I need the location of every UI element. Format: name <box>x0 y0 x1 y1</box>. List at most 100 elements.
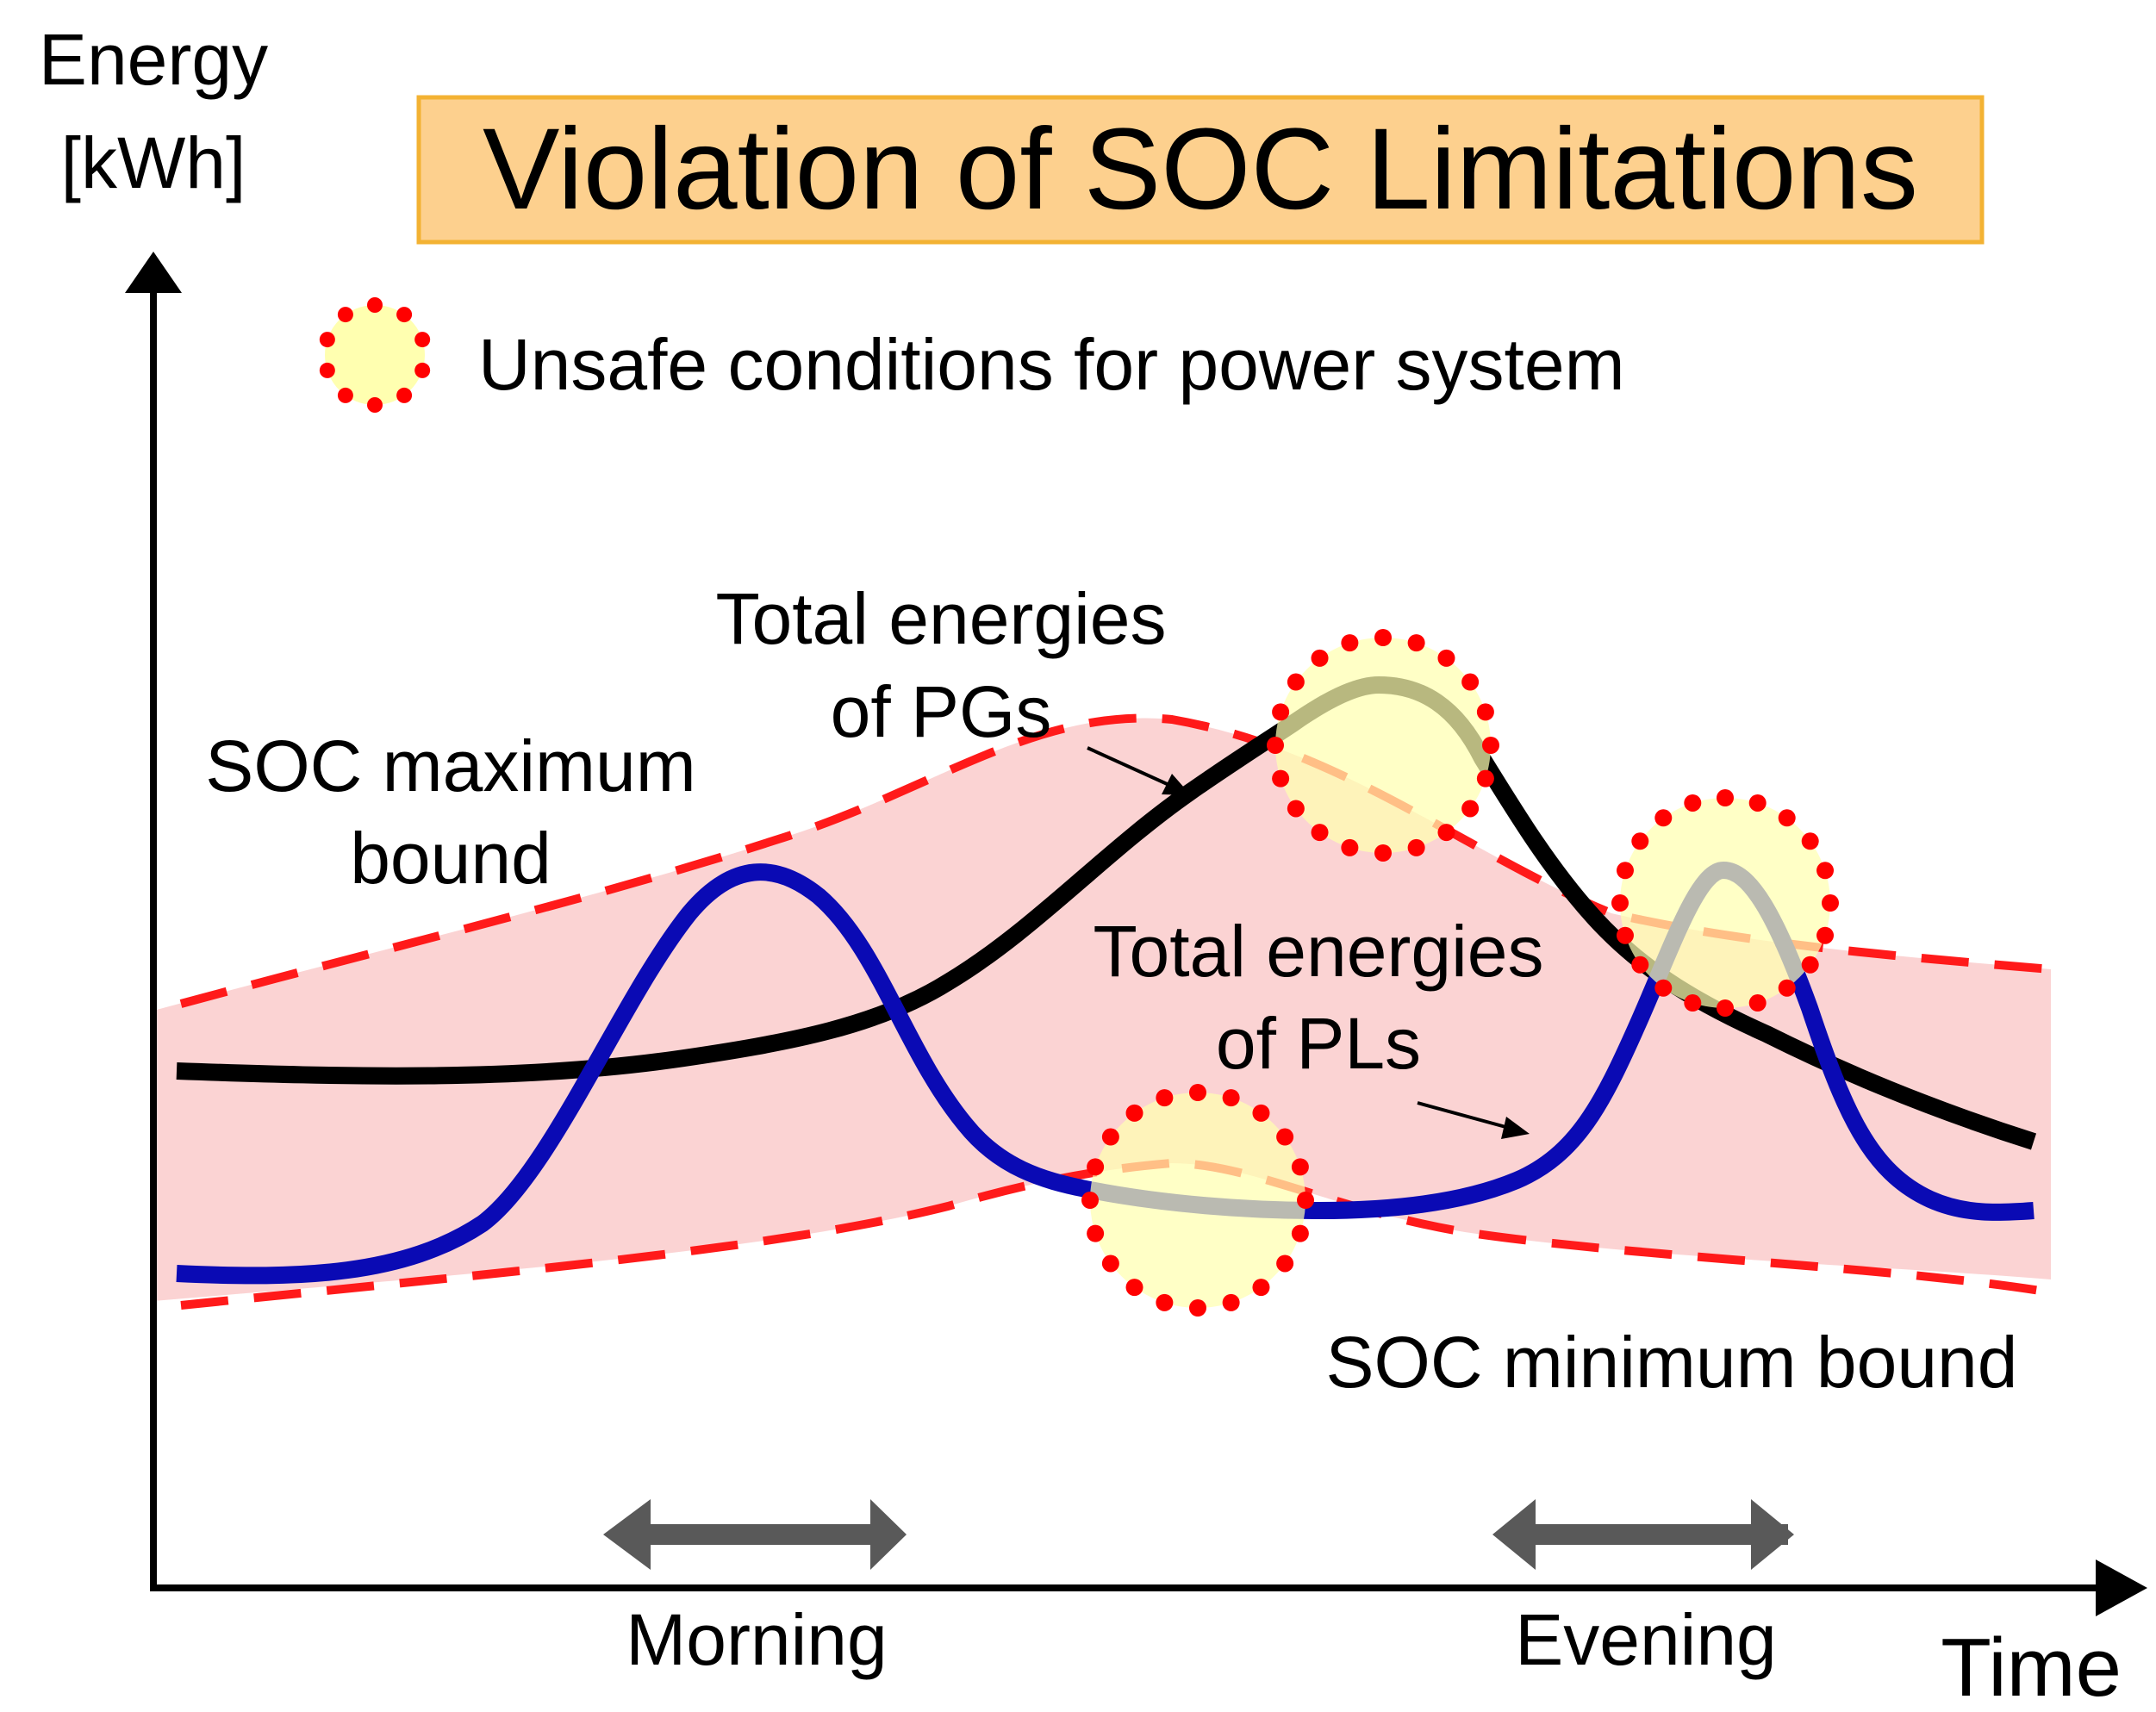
unsafe-dot <box>1291 1224 1309 1242</box>
unsafe-dot <box>1374 844 1392 862</box>
unsafe-dot <box>1616 862 1634 880</box>
unsafe-dot <box>1684 794 1702 812</box>
unsafe-dot <box>1252 1279 1270 1297</box>
unsafe-dot <box>1717 999 1734 1017</box>
unsafe-dot <box>1311 824 1329 842</box>
unsafe-dot <box>1631 956 1649 974</box>
evening-label: Evening <box>1515 1599 1777 1680</box>
unsafe-dot <box>1437 649 1455 667</box>
soc-max-label-line1: SOC maximum <box>205 725 695 806</box>
unsafe-dot <box>1717 789 1734 806</box>
unsafe-dot <box>1156 1293 1174 1311</box>
x-axis-label: Time <box>1941 1622 2122 1708</box>
y-axis-label-line2: [kWh] <box>61 122 246 203</box>
unsafe-dot <box>1407 838 1425 856</box>
unsafe-dot <box>1341 634 1359 652</box>
pl-label-line1: Total energies <box>1094 911 1544 992</box>
unsafe-dot <box>1252 1104 1270 1122</box>
unsafe-dot <box>1374 629 1392 646</box>
unsafe-dot <box>414 332 431 348</box>
unsafe-dot <box>1801 832 1819 850</box>
unsafe-dot <box>1222 1293 1240 1311</box>
unsafe-dot <box>1778 979 1796 997</box>
pg-pointer-arrow <box>1087 746 1191 795</box>
unsafe-dot <box>337 387 353 403</box>
unsafe-dot <box>1081 1192 1099 1209</box>
unsafe-dot <box>1801 956 1819 974</box>
unsafe-dot <box>1341 838 1359 856</box>
unsafe-dot <box>1461 673 1480 691</box>
unsafe-dot <box>1611 894 1629 912</box>
unsafe-dot <box>1311 649 1329 667</box>
unsafe-dot <box>1631 832 1649 850</box>
pl-pointer-arrow <box>1417 1101 1530 1139</box>
unsafe-dot <box>1276 1128 1294 1146</box>
unsafe-dot <box>1822 894 1839 912</box>
unsafe-dot <box>1087 1158 1105 1176</box>
unsafe-dot <box>1287 800 1305 818</box>
unsafe-dot <box>1101 1254 1119 1273</box>
y-axis <box>125 252 182 1588</box>
unsafe-dot <box>1272 703 1290 721</box>
morning-label: Morning <box>626 1599 887 1680</box>
unsafe-dot <box>1189 1084 1206 1101</box>
morning-double-arrow-icon <box>603 1499 907 1570</box>
unsafe-dot <box>1291 1158 1309 1176</box>
unsafe-dot <box>1156 1089 1174 1107</box>
pl-label-line2: of PLs <box>1216 1003 1421 1084</box>
unsafe-dot <box>1476 769 1494 788</box>
soc-min-bound-line <box>180 1158 2052 1310</box>
unsafe-dot <box>1087 1224 1105 1242</box>
soc-band <box>153 718 2051 1301</box>
unsafe-dot <box>1287 673 1305 691</box>
unsafe-dot <box>1778 809 1796 827</box>
pg-label-line2: of PGs <box>831 671 1052 752</box>
dotted-circle-icon <box>319 297 431 413</box>
unsafe-area <box>1090 1093 1305 1308</box>
unsafe-dot <box>1276 1254 1294 1273</box>
unsafe-dot <box>1125 1104 1143 1122</box>
unsafe-dot <box>1476 703 1494 721</box>
unsafe-dot <box>396 387 413 403</box>
unsafe-dot <box>367 297 383 313</box>
unsafe-dot <box>1267 737 1284 754</box>
soc-max-label-line2: bound <box>350 818 551 899</box>
unsafe-dot <box>1482 737 1499 754</box>
unsafe-dot <box>337 307 353 323</box>
soc-min-label: SOC minimum bound <box>1326 1322 2018 1403</box>
unsafe-dot <box>1616 926 1634 944</box>
legend-label: Unsafe conditions for power system <box>478 324 1625 405</box>
unsafe-marker-peak <box>1267 629 1499 862</box>
pg-label-line1: Total energies <box>716 578 1167 659</box>
unsafe-dot <box>396 307 413 323</box>
unsafe-dot <box>319 362 335 378</box>
unsafe-dot <box>1272 769 1290 788</box>
unsafe-dot <box>1684 994 1702 1012</box>
x-axis <box>150 1559 2147 1616</box>
unsafe-dot <box>1816 862 1835 880</box>
unsafe-dot <box>1816 926 1835 944</box>
unsafe-dot <box>1748 794 1767 812</box>
unsafe-marker-evening <box>1611 789 1839 1017</box>
unsafe-dot <box>1654 979 1673 997</box>
unsafe-dot <box>319 332 335 348</box>
unsafe-area <box>1620 798 1830 1008</box>
y-axis-label-line1: Energy <box>39 19 268 100</box>
unsafe-dot <box>1437 824 1455 842</box>
unsafe-area <box>1275 638 1491 853</box>
unsafe-dot <box>414 362 431 378</box>
unsafe-dot <box>1748 994 1767 1012</box>
unsafe-dot <box>1101 1128 1119 1146</box>
unsafe-dot <box>1189 1299 1206 1317</box>
unsafe-dot <box>1297 1192 1314 1209</box>
unsafe-dot <box>367 397 383 413</box>
chart-title: Violation of SOC Limitations <box>483 105 1918 233</box>
unsafe-dot <box>1654 809 1673 827</box>
unsafe-dot <box>1461 800 1480 818</box>
unsafe-dot <box>1125 1279 1143 1297</box>
title-box <box>416 95 1985 245</box>
unsafe-dot <box>1222 1089 1240 1107</box>
evening-double-arrow-icon <box>1492 1499 1794 1570</box>
